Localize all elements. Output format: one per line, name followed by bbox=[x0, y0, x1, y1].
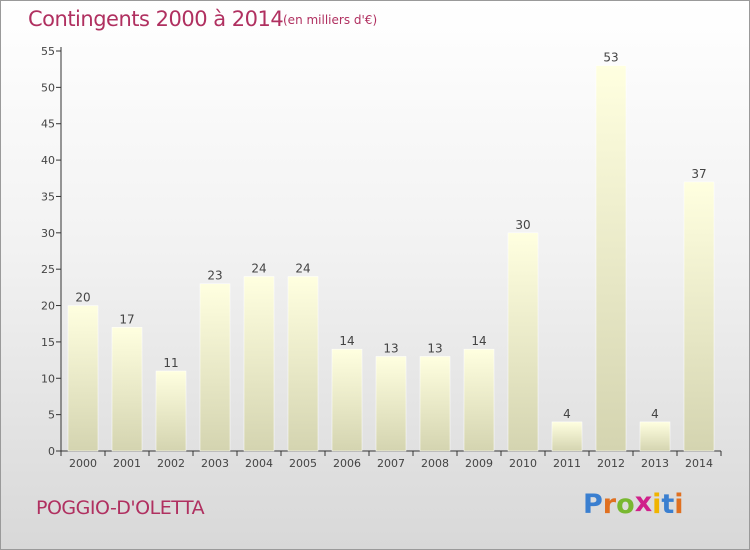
bar-value-label: 23 bbox=[207, 269, 222, 283]
logo-letter: P bbox=[583, 489, 603, 520]
chart-subtitle: (en milliers d'€) bbox=[283, 13, 378, 27]
y-tick-label: 20 bbox=[41, 300, 55, 313]
x-tick-label: 2009 bbox=[465, 457, 493, 470]
bar-value-label: 14 bbox=[471, 334, 486, 348]
bar bbox=[287, 276, 319, 452]
x-tick-label: 2013 bbox=[641, 457, 669, 470]
logo-letter: o bbox=[616, 489, 635, 520]
bar bbox=[331, 348, 363, 452]
logo-letter: r bbox=[602, 489, 617, 520]
bar-value-label: 13 bbox=[427, 341, 442, 355]
x-tick-label: 2007 bbox=[377, 457, 405, 470]
bar bbox=[243, 276, 275, 452]
logo-letter: x bbox=[634, 487, 653, 518]
x-tick-label: 2012 bbox=[597, 457, 625, 470]
proxiti-logo: Proxiti bbox=[583, 487, 684, 520]
x-tick-label: 2003 bbox=[201, 457, 229, 470]
x-tick-label: 2002 bbox=[157, 457, 185, 470]
x-tick-label: 2011 bbox=[553, 457, 581, 470]
bar-value-label: 13 bbox=[383, 341, 398, 355]
x-tick-label: 2004 bbox=[245, 457, 273, 470]
x-tick-label: 2000 bbox=[69, 457, 97, 470]
bar bbox=[595, 65, 627, 452]
x-tick-label: 2001 bbox=[113, 457, 141, 470]
y-tick-label: 0 bbox=[48, 445, 55, 458]
bars bbox=[67, 65, 715, 452]
bar bbox=[199, 283, 231, 452]
bar-value-label: 11 bbox=[163, 356, 178, 370]
y-tick-label: 40 bbox=[41, 154, 55, 167]
logo-letter: t bbox=[661, 489, 675, 520]
bar bbox=[639, 421, 671, 452]
bar bbox=[683, 181, 715, 452]
chart-title: Contingents 2000 à 2014 bbox=[28, 7, 284, 31]
x-tick-label: 2008 bbox=[421, 457, 449, 470]
bar-value-label: 4 bbox=[651, 407, 659, 421]
bar-value-label: 24 bbox=[295, 261, 310, 275]
y-tick-label: 50 bbox=[41, 81, 55, 94]
bar bbox=[111, 327, 143, 452]
bar-value-label: 24 bbox=[251, 261, 266, 275]
x-tick-label: 2014 bbox=[685, 457, 713, 470]
bar bbox=[375, 356, 407, 452]
bar bbox=[551, 421, 583, 452]
y-tick-label: 5 bbox=[48, 409, 55, 422]
x-tick-label: 2005 bbox=[289, 457, 317, 470]
bar-value-labels: 20 17 11 23 24 24 14 13 13 14 30 4 53 4 37 bbox=[75, 51, 706, 421]
bar-value-label: 14 bbox=[339, 334, 354, 348]
bar bbox=[419, 356, 451, 452]
bar-value-label: 53 bbox=[603, 51, 618, 65]
bar bbox=[67, 305, 99, 452]
bar-value-label: 37 bbox=[691, 167, 706, 181]
y-tick-label: 55 bbox=[41, 45, 55, 58]
logo-letter: i bbox=[674, 489, 684, 520]
bar bbox=[463, 348, 495, 452]
y-tick-label: 10 bbox=[41, 372, 55, 385]
y-axis: 0 5 10 15 20 25 30 35 40 45 50 55 bbox=[41, 45, 62, 458]
x-tick-label: 2006 bbox=[333, 457, 361, 470]
y-tick-label: 15 bbox=[41, 336, 55, 349]
bar-value-label: 4 bbox=[563, 407, 571, 421]
x-axis: 2000 2001 2002 2003 2004 2005 2006 2007 2008 2009… bbox=[60, 450, 722, 470]
commune-name: POGGIO-D'OLETTA bbox=[36, 497, 205, 519]
x-tick-label: 2010 bbox=[509, 457, 537, 470]
bar-value-label: 17 bbox=[119, 312, 134, 326]
bar-value-label: 20 bbox=[75, 291, 90, 305]
logo-letter: i bbox=[652, 489, 662, 520]
y-tick-label: 25 bbox=[41, 263, 55, 276]
y-tick-label: 35 bbox=[41, 190, 55, 203]
y-tick-label: 30 bbox=[41, 227, 55, 240]
bar bbox=[507, 232, 539, 452]
y-tick-label: 45 bbox=[41, 118, 55, 131]
bar bbox=[155, 370, 187, 452]
bar-value-label: 30 bbox=[515, 218, 530, 232]
